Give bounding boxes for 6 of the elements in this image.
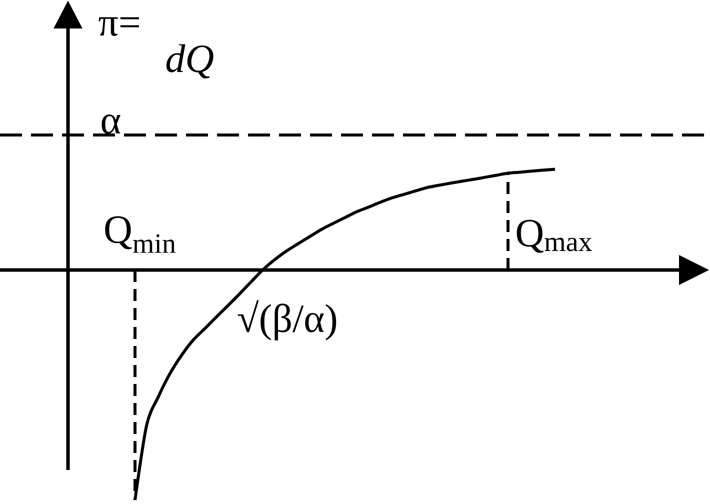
annotation: √(β/α)	[238, 300, 336, 340]
y-axis-title: π=	[98, 17, 140, 36]
annotation: Q$_{min}$	[105, 216, 176, 253]
ref-line-label: α	[102, 114, 120, 134]
text: dQ	[166, 44, 214, 78]
annotation: Q$_{max}$	[516, 220, 592, 253]
